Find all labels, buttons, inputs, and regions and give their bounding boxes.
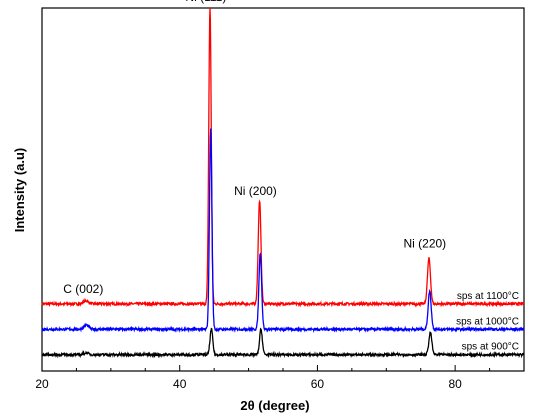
series-group [41,7,525,359]
series-line [41,128,525,334]
peak-annotations: C (002) Ni (111) Ni (200) Ni (220) [63,0,446,296]
series-label: sps at 1000°C [456,316,519,327]
x-axis-title: 2θ (degree) [240,398,309,413]
x-tick-label: 20 [35,377,49,391]
series-line [41,7,525,308]
series-labels: sps at 1100°C sps at 1000°C sps at 900°C [456,291,519,353]
series-label: sps at 900°C [462,342,519,353]
peak-annotation: Ni (111) [185,0,226,4]
series-label: sps at 1100°C [457,291,519,302]
peak-annotation: C (002) [63,282,103,296]
peak-annotation: Ni (220) [404,237,447,251]
y-axis-title: Intensity (a.u) [12,148,27,233]
x-tick-label: 60 [311,377,325,391]
series-line [41,327,525,359]
x-tick-label: 40 [173,377,187,391]
x-tick-label: 80 [448,377,462,391]
x-axis-ticks: 20 40 60 80 [35,365,525,391]
peak-annotation: Ni (200) [234,184,277,198]
plot-frame [41,7,525,372]
